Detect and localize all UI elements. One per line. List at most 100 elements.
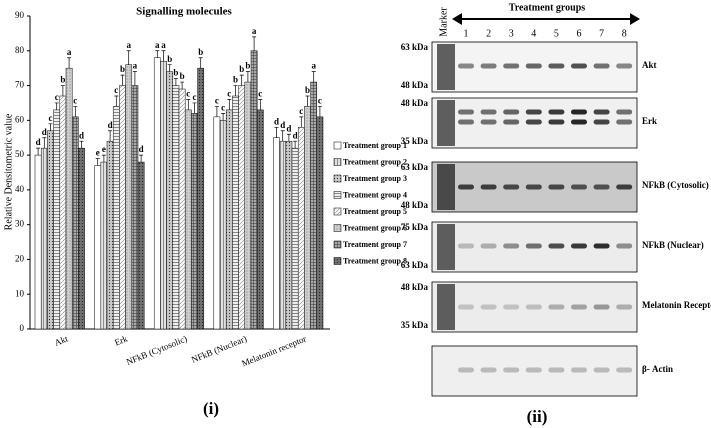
bar-pattern (138, 162, 145, 329)
bar-group (297, 127, 305, 330)
blot-band (525, 304, 542, 310)
blot-band (480, 243, 497, 249)
blot-header: Treatment groups (509, 2, 585, 13)
blot-frame (431, 345, 638, 397)
bar-pattern (220, 120, 227, 329)
legend-label: Treatment group 1 (343, 141, 407, 150)
significance-letter: d (139, 144, 144, 154)
kda-label: 63 kDa (401, 42, 429, 52)
significance-letter: c (227, 89, 231, 99)
blot-band (571, 119, 587, 125)
blot-band (616, 119, 633, 125)
blot-band (593, 243, 610, 249)
bar-pattern (100, 162, 107, 329)
blot-band (503, 304, 520, 310)
blot-band (458, 243, 474, 249)
y-tick-label: 50 (15, 149, 25, 159)
bar-pattern (238, 85, 245, 329)
error-bar (305, 95, 310, 107)
x-tick-label: Melatonin receptor (240, 333, 307, 368)
blot-frame (431, 281, 638, 333)
y-tick-label: 30 (15, 219, 25, 229)
blot-band (571, 243, 587, 249)
bar-pattern (316, 116, 323, 329)
marker-lane (437, 284, 455, 330)
bar-pattern (47, 130, 54, 329)
blot-band (525, 63, 542, 69)
significance-letter: d (274, 116, 279, 126)
blot-band (503, 109, 520, 115)
legend-label: Treatment group 2 (343, 157, 407, 166)
significance-letter: c (193, 92, 197, 102)
error-bar (252, 36, 257, 51)
y-tick-label: 0 (20, 323, 25, 333)
marker-lane (437, 100, 455, 146)
blot-band (458, 109, 474, 115)
significance-letter: c (258, 89, 262, 99)
error-bar (101, 154, 106, 163)
error-bar (95, 158, 100, 166)
blot (431, 221, 638, 273)
blot-band (571, 109, 587, 115)
error-bar (48, 123, 53, 131)
lane-number: 4 (531, 28, 536, 39)
error-bar (139, 154, 144, 163)
kda-label: 48 kDa (401, 98, 429, 108)
marker-label: Marker (438, 7, 449, 37)
y-tick-label: 70 (15, 80, 25, 90)
chart-title: Signalling molecules (136, 6, 232, 18)
bar-group (78, 147, 85, 330)
bar-group (34, 154, 42, 330)
significance-letter: d (79, 130, 84, 140)
significance-letter: d (286, 123, 291, 133)
marker-lane (437, 44, 455, 90)
legend-label: Treatment group 3 (343, 174, 407, 183)
bar-pattern (53, 109, 60, 330)
legend-label: Treatment group 5 (343, 207, 407, 216)
bar-pattern (125, 64, 132, 329)
bar-group (291, 147, 299, 330)
bar-group (310, 81, 318, 330)
y-tick-label: 60 (15, 114, 25, 124)
error-bar (36, 147, 41, 156)
bar-pattern (191, 113, 198, 329)
error-bar (317, 106, 322, 117)
error-bar (186, 99, 191, 110)
significance-letter: b (173, 68, 178, 78)
bar-pattern (244, 82, 251, 329)
bar-pattern (310, 82, 317, 329)
bar-pattern (257, 109, 264, 330)
bar-group (178, 88, 186, 330)
error-bar (245, 71, 250, 83)
blot-band (571, 184, 587, 190)
significance-letter: b (305, 85, 310, 95)
blot-band (458, 63, 474, 69)
significance-letter: b (167, 54, 172, 64)
significance-letter: d (280, 120, 285, 130)
error-bar (79, 140, 84, 149)
error-bar (42, 137, 47, 149)
bar-group (184, 109, 192, 330)
significance-letter: b (245, 61, 250, 71)
error-bar (293, 140, 298, 149)
blot-band (503, 184, 520, 190)
bar-group (316, 116, 324, 330)
y-axis-label: Relative Densitometric value (3, 113, 14, 230)
protein-label: Melatonin Receptor (642, 300, 711, 310)
bar-group (197, 67, 205, 330)
blot-band (503, 119, 520, 125)
x-tick-label: NFkB (Nuclear) (190, 333, 248, 364)
bar-pattern (273, 137, 280, 329)
bar-group (232, 95, 239, 330)
bar-group (279, 140, 287, 330)
significance-letter: d (108, 120, 113, 130)
y-tick-label: 10 (15, 288, 25, 298)
bar-group (250, 50, 258, 330)
y-tick-label: 20 (15, 254, 25, 264)
error-bar (274, 126, 279, 138)
significance-letter: c (215, 95, 219, 105)
bar-group (256, 109, 264, 330)
significance-letter: a (133, 61, 138, 71)
bar-pattern (78, 148, 85, 329)
